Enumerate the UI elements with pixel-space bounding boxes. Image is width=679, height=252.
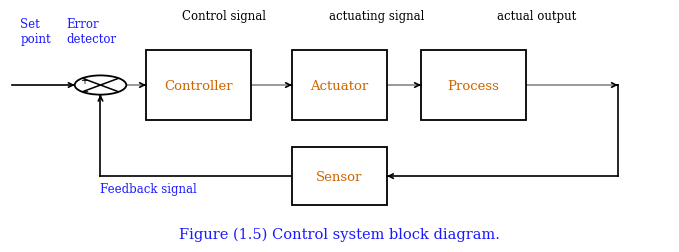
Text: Control signal: Control signal: [182, 10, 266, 23]
Text: Controller: Controller: [164, 79, 233, 92]
Text: actual output: actual output: [497, 10, 576, 23]
Bar: [292, 147, 387, 205]
Text: +: +: [81, 76, 88, 86]
Bar: [292, 50, 387, 121]
Text: Process: Process: [447, 79, 500, 92]
Text: Actuator: Actuator: [310, 79, 369, 92]
Text: Feedback signal: Feedback signal: [100, 183, 197, 196]
Text: Figure (1.5) Control system block diagram.: Figure (1.5) Control system block diagra…: [179, 226, 500, 241]
Bar: [421, 50, 526, 121]
Bar: [146, 50, 251, 121]
Text: −: −: [81, 86, 90, 97]
Circle shape: [75, 76, 126, 95]
Text: Error
detector: Error detector: [67, 18, 117, 46]
Text: Sensor: Sensor: [316, 170, 363, 183]
Text: actuating signal: actuating signal: [329, 10, 424, 23]
Text: Set
point: Set point: [20, 18, 51, 46]
